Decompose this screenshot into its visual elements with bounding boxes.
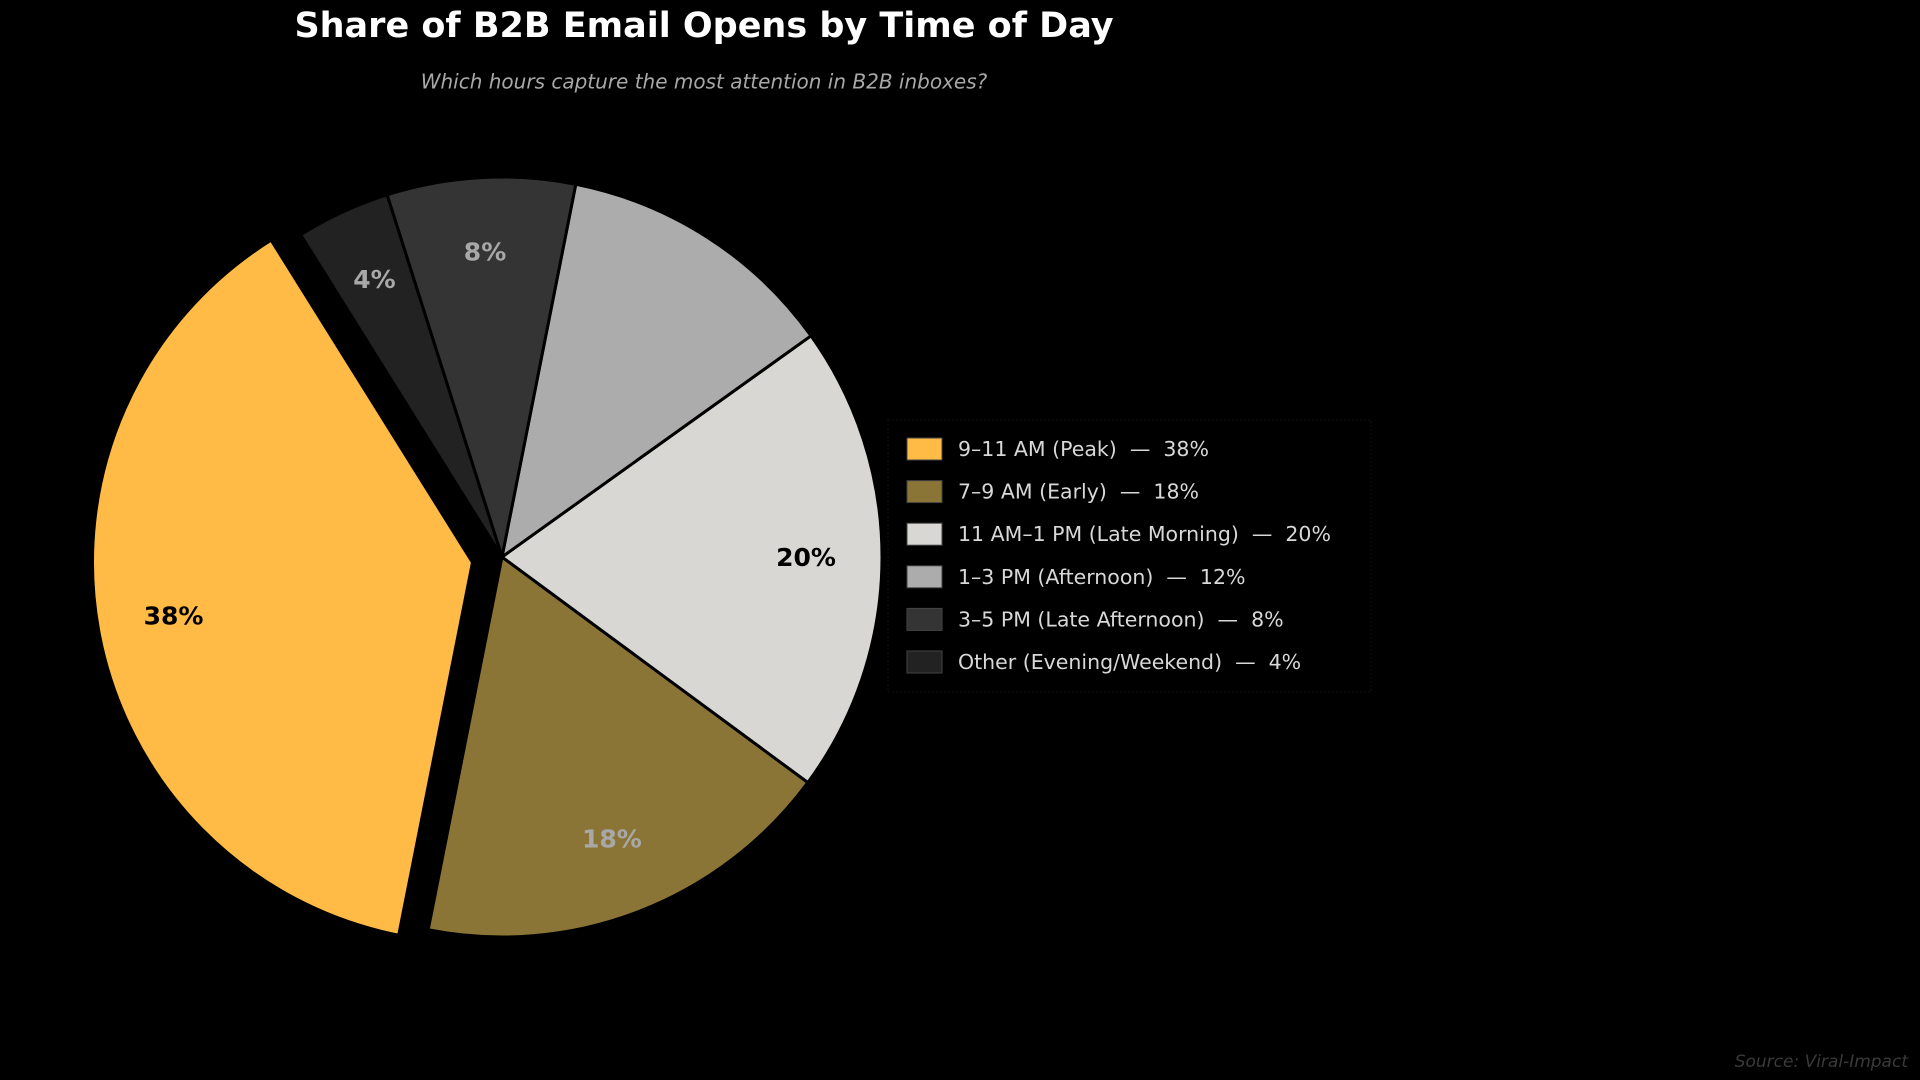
legend-swatch — [906, 522, 943, 546]
legend-label: 11 AM–1 PM (Late Morning) — 20% — [958, 522, 1331, 546]
pie-slice — [499, 333, 884, 785]
pie-slice — [426, 554, 810, 939]
data-label: 38% — [144, 601, 204, 630]
data-label: 18% — [582, 824, 642, 853]
chart-subtitle: Which hours capture the most attention i… — [421, 70, 988, 94]
data-label: 8% — [464, 237, 506, 266]
legend-label: 7–9 AM (Early) — 18% — [958, 480, 1199, 504]
pie: 38% 18% 20% 8% 4% — [91, 175, 884, 939]
legend-swatch — [906, 437, 943, 461]
legend-label: 9–11 AM (Peak) — 38% — [958, 437, 1209, 461]
legend-label: Other (Evening/Weekend) — 4% — [958, 650, 1301, 674]
legend-swatch — [906, 480, 943, 504]
legend-box — [887, 419, 1372, 693]
pie-slice — [499, 182, 814, 561]
legend-label: 3–5 PM (Late Afternoon) — 8% — [958, 607, 1284, 631]
data-label: 4% — [353, 265, 395, 294]
legend-swatch — [906, 565, 943, 589]
legend-label: 1–3 PM (Afternoon) — 12% — [958, 565, 1245, 589]
data-label: 20% — [776, 543, 836, 572]
legend-swatch — [906, 607, 943, 631]
pie-slice — [298, 192, 504, 558]
pie-slice — [385, 175, 578, 558]
pie-slice — [91, 238, 475, 937]
source-note: Source: Viral-Impact — [1735, 1052, 1910, 1072]
chart-title: Share of B2B Email Opens by Time of Day — [294, 6, 1113, 46]
legend-swatch — [906, 650, 943, 674]
legend: 9–11 AM (Peak) — 38% 7–9 AM (Early) — 18%… — [906, 437, 1331, 674]
